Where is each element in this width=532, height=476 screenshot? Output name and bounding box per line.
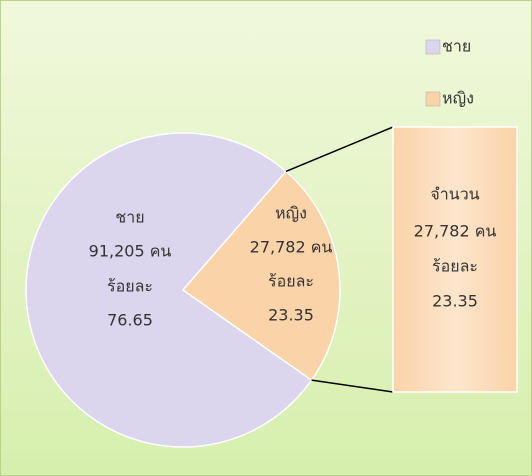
breakout-count: 27,782 คน xyxy=(414,222,497,241)
slice-value: 23.35 xyxy=(268,306,314,325)
pie-slice xyxy=(25,132,313,448)
slice-percent-word: ร้อยละ xyxy=(107,277,153,296)
legend-swatch xyxy=(425,91,441,107)
slice-count: 91,205 คน xyxy=(89,242,172,261)
breakout-value: 23.35 xyxy=(432,292,478,311)
pie-slice xyxy=(181,170,341,382)
breakout-title: จำนวน xyxy=(430,185,479,204)
legend-swatch xyxy=(425,39,441,55)
connector xyxy=(311,379,394,393)
slice-label: ชาย xyxy=(115,208,144,227)
legend-label: หญิง xyxy=(442,89,474,108)
slice-percent-word: ร้อยละ xyxy=(268,272,314,291)
breakout-percent-word: ร้อยละ xyxy=(432,257,478,276)
slice-label: หญิง xyxy=(275,204,307,223)
legend-label: ชาย xyxy=(442,37,471,56)
slice-count: 27,782 คน xyxy=(250,238,333,257)
connector xyxy=(285,126,394,173)
breakout-bar xyxy=(392,126,518,393)
slice-value: 76.65 xyxy=(107,311,153,330)
